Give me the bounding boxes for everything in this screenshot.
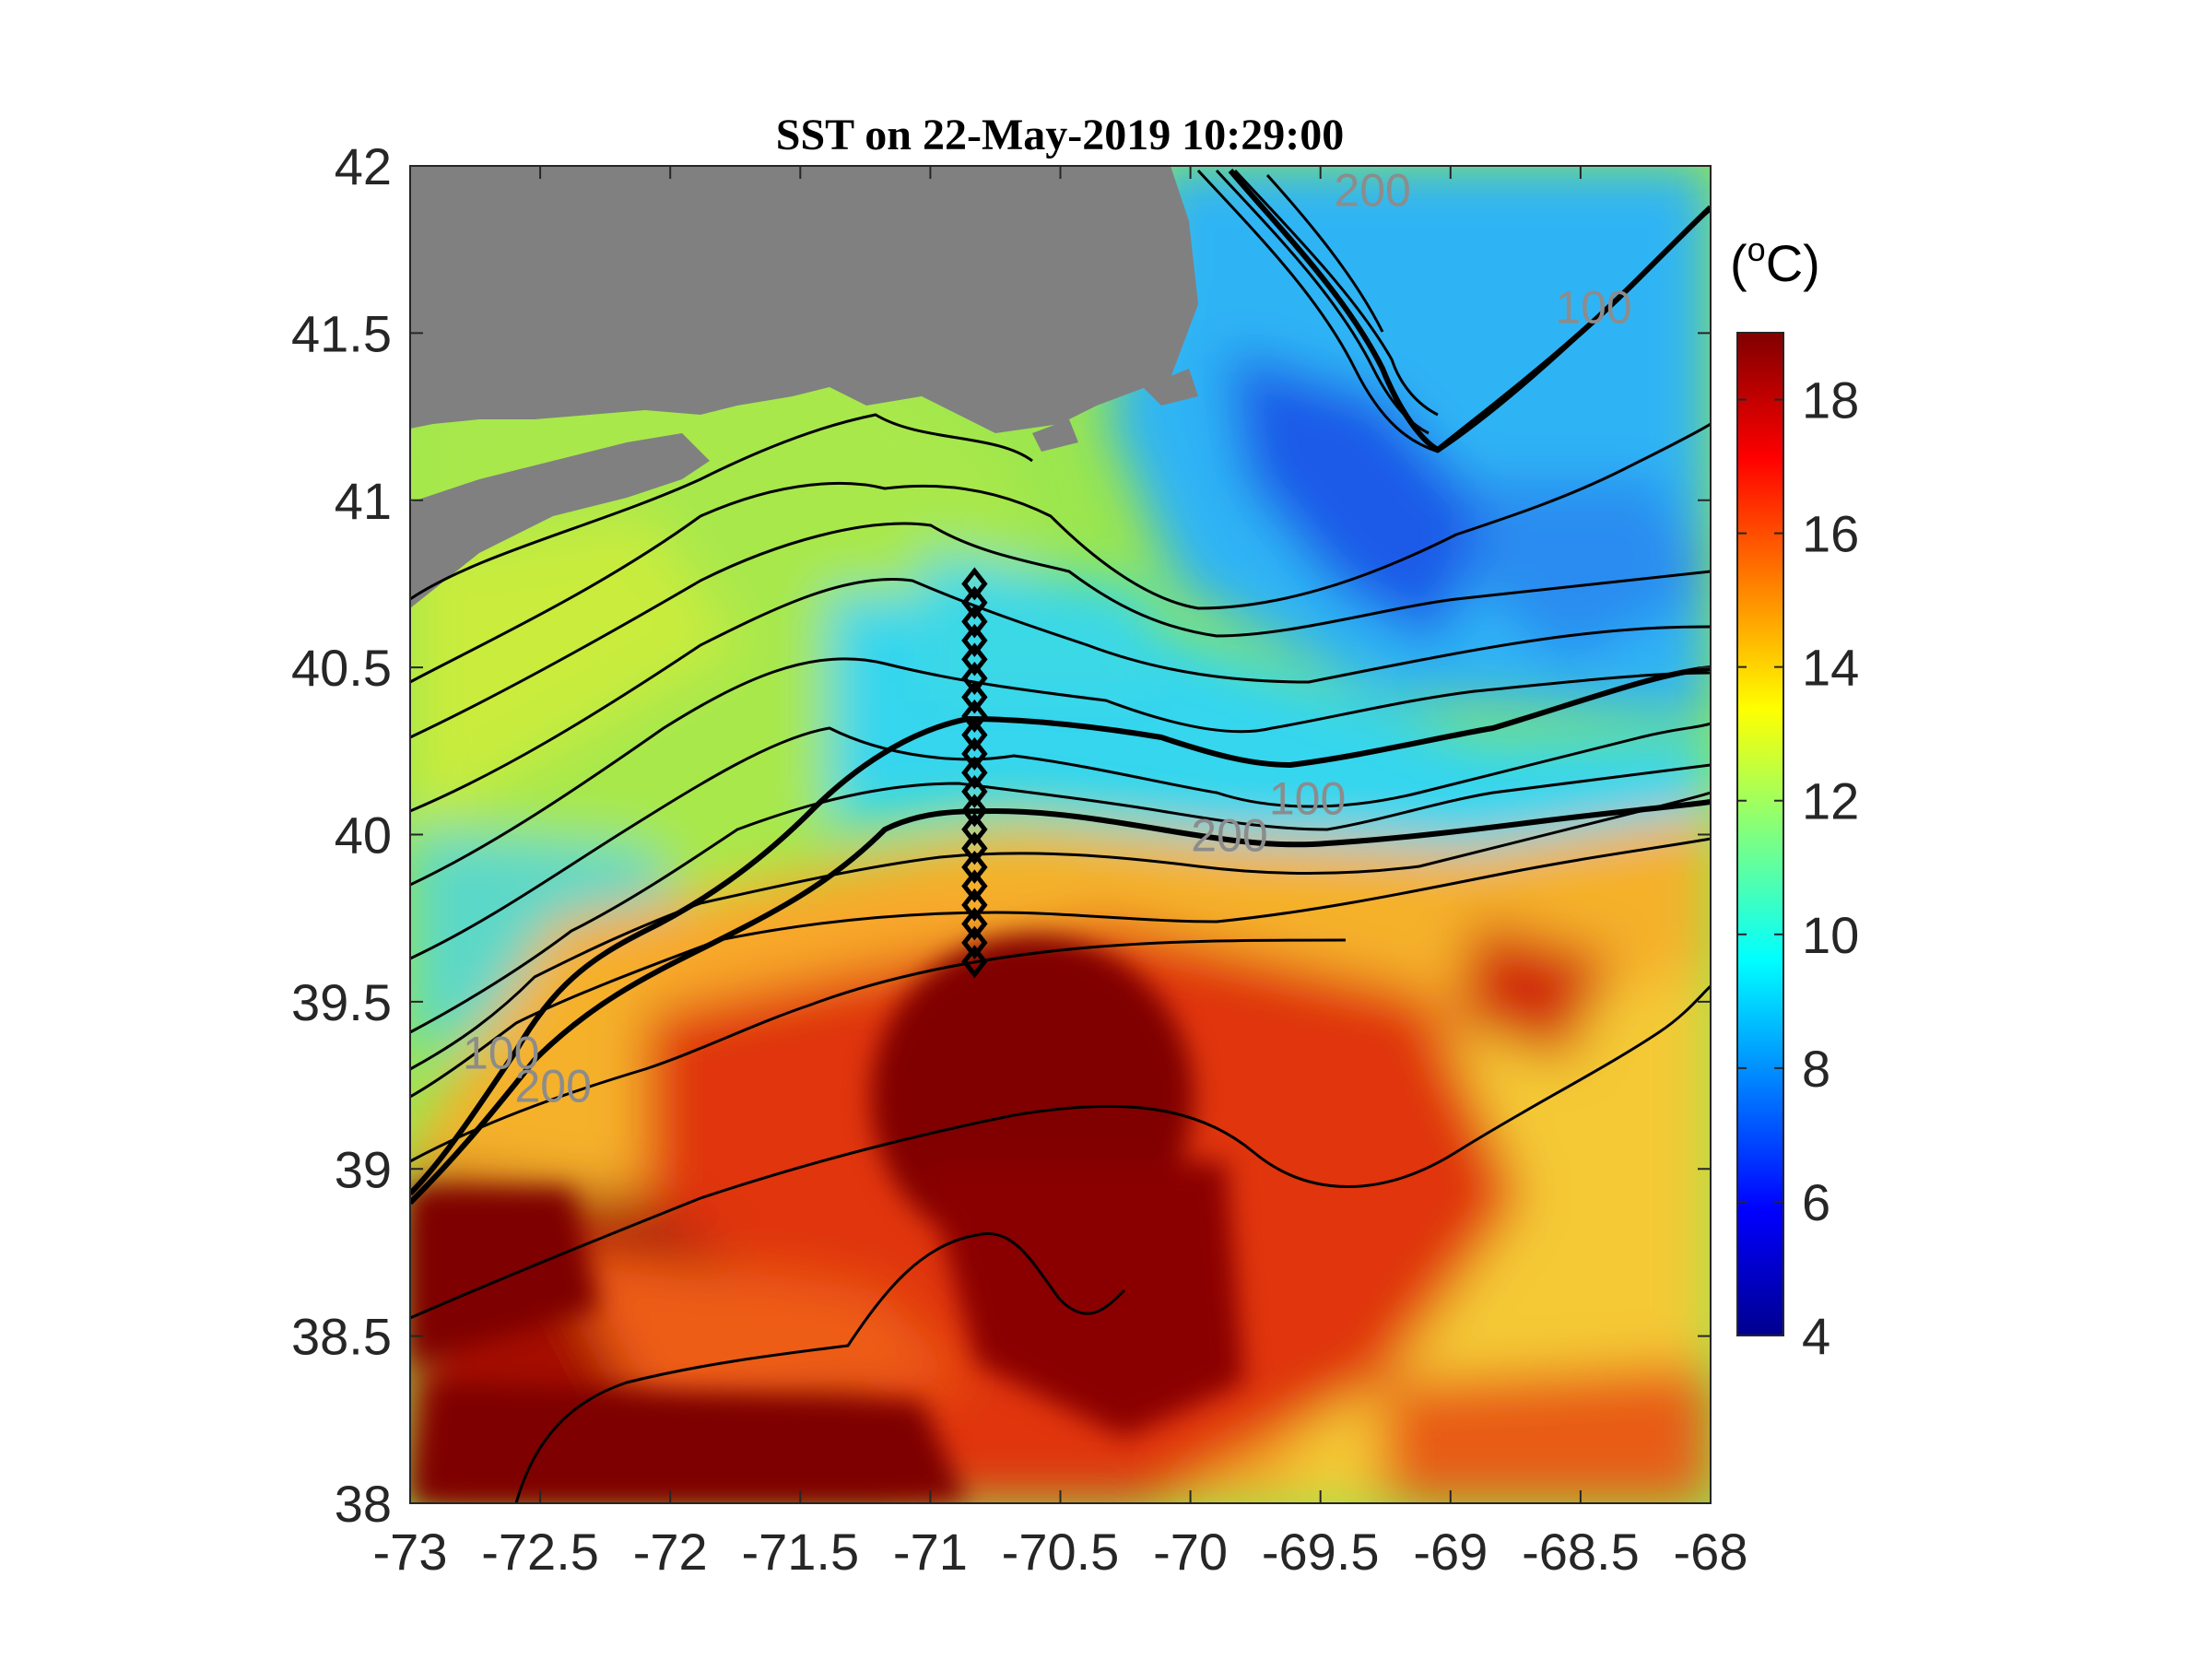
colorbar-tick-label: 12 [1802, 772, 1859, 830]
colorbar-tick-label: 8 [1802, 1040, 1830, 1098]
station-marker [961, 585, 988, 619]
colorbar-unit-label: (oC) [1730, 230, 1820, 292]
y-tick-label: 41.5 [291, 304, 392, 362]
colorbar-unit-close: C) [1766, 234, 1820, 292]
station-marker [961, 925, 988, 959]
y-tick-label: 40 [335, 806, 392, 865]
colorbar-tick-label: 18 [1802, 371, 1859, 429]
land-mask [410, 166, 1198, 608]
colorbar-scale [1736, 332, 1784, 1336]
x-tick-label: -70.5 [1002, 1523, 1120, 1581]
station-marker [961, 888, 988, 922]
station-marker [961, 945, 988, 979]
y-tick-label: 38.5 [291, 1308, 392, 1366]
station-marker [961, 718, 988, 752]
x-tick-label: -69 [1413, 1523, 1488, 1581]
station-marker [961, 699, 988, 733]
colorbar-unit-open: ( [1730, 234, 1747, 292]
station-marker [961, 642, 988, 677]
x-tick-label: -73 [373, 1523, 448, 1581]
station-marker [961, 736, 988, 771]
contour-depth-label: 100 [463, 1027, 539, 1078]
chart-title: SST on 22-May-2019 10:29:00 [776, 111, 1344, 159]
bathymetry-contours-bold [410, 169, 1711, 1206]
x-axis: -73 -72.5 -72 -71.5 -71 -70.5 -70 -69.5 -69 -68.5… [373, 166, 1748, 1581]
contour-depth-label: 100 [1555, 281, 1631, 333]
station-marker [961, 680, 988, 714]
station-marker [961, 794, 988, 828]
contour-depth-label: 200 [1334, 165, 1410, 217]
station-marker [961, 661, 988, 695]
x-tick-label: -68 [1674, 1523, 1748, 1581]
sst-map-area [410, 166, 1711, 1503]
x-tick-label: -72 [633, 1523, 708, 1581]
colorbar-tick-label: 4 [1802, 1307, 1830, 1365]
x-tick-label: -68.5 [1522, 1523, 1640, 1581]
colorbar-ticks: 4 6 8 10 12 14 16 18 [1737, 371, 1859, 1365]
x-tick-label: -71.5 [741, 1523, 859, 1581]
y-tick-label: 41 [335, 472, 392, 530]
station-marker [961, 623, 988, 657]
colorbar-unit-degree: o [1747, 230, 1766, 268]
x-tick-label: -71 [893, 1523, 968, 1581]
y-axis: 38 38.5 39 39.5 40 40.5 41 41.5 42 [291, 137, 1711, 1533]
station-marker [961, 567, 988, 601]
station-marker [961, 850, 988, 884]
colorbar-tick-label: 16 [1802, 505, 1859, 563]
station-marker [961, 774, 988, 808]
y-tick-label: 38 [335, 1475, 392, 1533]
y-tick-label: 40.5 [291, 639, 392, 697]
station-marker [961, 812, 988, 846]
colorbar-tick-label: 10 [1802, 906, 1859, 964]
station-marker [961, 605, 988, 639]
x-tick-label: -69.5 [1262, 1523, 1380, 1581]
sst-field [410, 166, 1711, 1503]
colorbar-tick-label: 6 [1802, 1173, 1830, 1231]
contour-depth-label: 100 [1269, 773, 1346, 825]
station-marker [961, 907, 988, 941]
contour-depth-label: 200 [514, 1061, 591, 1112]
y-tick-label: 42 [335, 137, 392, 195]
x-tick-label: -70 [1153, 1523, 1228, 1581]
contour-depth-label: 200 [1191, 810, 1267, 862]
station-marker [961, 831, 988, 865]
x-tick-label: -72.5 [481, 1523, 599, 1581]
colorbar-tick-label: 14 [1802, 639, 1859, 697]
station-line [961, 567, 988, 979]
station-marker [961, 869, 988, 903]
y-tick-label: 39.5 [291, 973, 392, 1031]
y-tick-label: 39 [335, 1140, 392, 1198]
colorbar: 4 6 8 10 12 14 16 18 (oC) [1730, 230, 1859, 1365]
station-marker [961, 756, 988, 790]
